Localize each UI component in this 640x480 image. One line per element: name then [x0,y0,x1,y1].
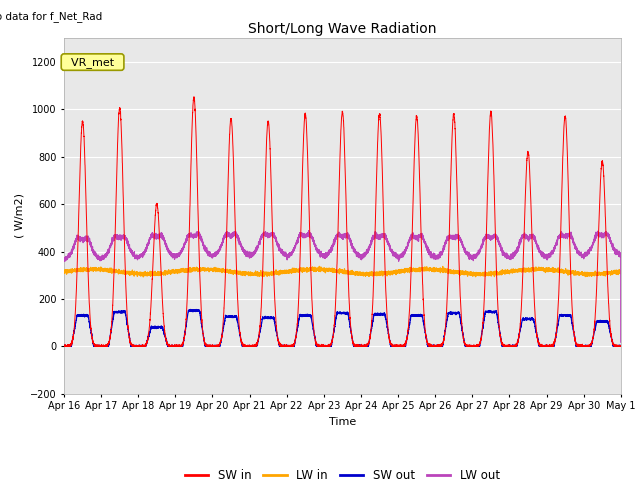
Text: No data for f_Net_Rad: No data for f_Net_Rad [0,11,102,22]
Legend: SW in, LW in, SW out, LW out: SW in, LW in, SW out, LW out [180,465,505,480]
Text: VR_met: VR_met [64,57,121,68]
X-axis label: Time: Time [329,417,356,427]
Title: Short/Long Wave Radiation: Short/Long Wave Radiation [248,22,436,36]
Y-axis label: ( W/m2): ( W/m2) [14,193,24,239]
